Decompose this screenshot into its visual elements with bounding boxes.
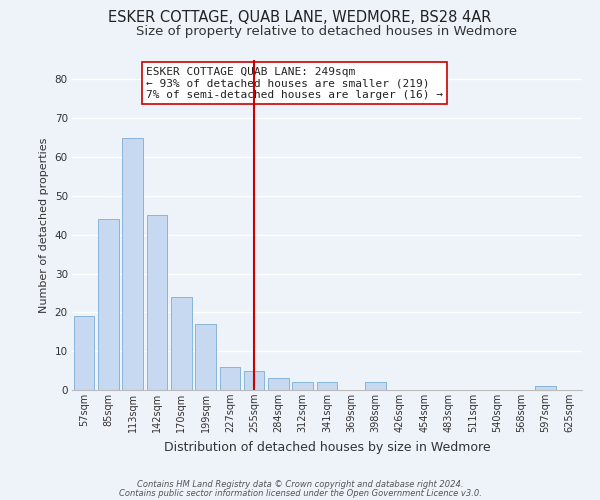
Bar bbox=[146, 216, 167, 390]
Bar bbox=[74, 316, 94, 390]
Bar bbox=[171, 297, 191, 390]
Text: ESKER COTTAGE, QUAB LANE, WEDMORE, BS28 4AR: ESKER COTTAGE, QUAB LANE, WEDMORE, BS28 … bbox=[109, 10, 491, 25]
Y-axis label: Number of detached properties: Number of detached properties bbox=[39, 138, 49, 312]
Bar bbox=[98, 219, 119, 390]
Bar bbox=[292, 382, 313, 390]
Title: Size of property relative to detached houses in Wedmore: Size of property relative to detached ho… bbox=[136, 25, 518, 38]
Bar bbox=[365, 382, 386, 390]
Bar bbox=[244, 370, 265, 390]
X-axis label: Distribution of detached houses by size in Wedmore: Distribution of detached houses by size … bbox=[164, 440, 490, 454]
Bar bbox=[122, 138, 143, 390]
Bar bbox=[535, 386, 556, 390]
Bar bbox=[317, 382, 337, 390]
Bar bbox=[268, 378, 289, 390]
Text: Contains public sector information licensed under the Open Government Licence v3: Contains public sector information licen… bbox=[119, 489, 481, 498]
Bar bbox=[195, 324, 216, 390]
Bar bbox=[220, 366, 240, 390]
Text: Contains HM Land Registry data © Crown copyright and database right 2024.: Contains HM Land Registry data © Crown c… bbox=[137, 480, 463, 489]
Text: ESKER COTTAGE QUAB LANE: 249sqm
← 93% of detached houses are smaller (219)
7% of: ESKER COTTAGE QUAB LANE: 249sqm ← 93% of… bbox=[146, 66, 443, 100]
